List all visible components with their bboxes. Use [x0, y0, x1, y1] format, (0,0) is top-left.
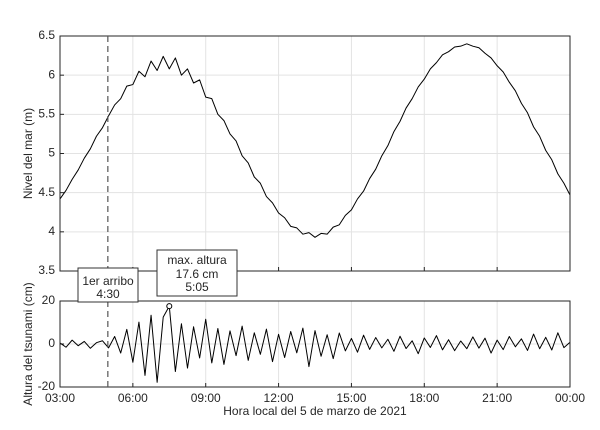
annotation-text: max. altura — [167, 253, 227, 267]
y-tick-label: 5 — [48, 146, 55, 160]
x-tick-label: 00:00 — [555, 391, 585, 405]
y-axis-label: Nivel del mar (m) — [21, 108, 35, 199]
x-tick-label: 15:00 — [336, 391, 366, 405]
annotation-box — [156, 249, 238, 297]
annotation-box — [77, 267, 139, 303]
y-axis-label: Altura del tsunami (cm) — [21, 282, 35, 405]
y-tick-label: 6 — [48, 67, 55, 81]
y-tick-label: 5.5 — [38, 107, 55, 121]
max-marker — [166, 303, 173, 310]
axes-frame — [59, 35, 571, 272]
data-line — [59, 43, 571, 238]
axes-frame — [59, 300, 571, 388]
x-tick-label: 03:00 — [45, 391, 75, 405]
y-tick-label: 4.5 — [38, 185, 55, 199]
x-tick-label: 12:00 — [264, 391, 294, 405]
x-tick-label: 21:00 — [482, 391, 512, 405]
annotation-text: 1er arribo — [82, 274, 134, 288]
data-line — [59, 305, 571, 383]
annotation-text: 4:30 — [96, 287, 120, 301]
y-tick-label: 20 — [42, 293, 56, 307]
x-tick-label: 06:00 — [118, 391, 148, 405]
x-tick-label: 09:00 — [191, 391, 221, 405]
annotation-text: 17.6 cm — [176, 267, 219, 281]
x-axis-label: Hora local del 5 de marzo de 2021 — [223, 404, 407, 418]
annotation-text: 5:05 — [185, 280, 209, 294]
y-tick-label: 3.5 — [38, 263, 55, 277]
y-tick-label: -20 — [38, 379, 56, 393]
x-tick-label: 18:00 — [409, 391, 439, 405]
y-tick-label: 0 — [48, 336, 55, 350]
y-tick-label: 4 — [48, 224, 55, 238]
y-tick-label: 6.5 — [38, 28, 55, 42]
